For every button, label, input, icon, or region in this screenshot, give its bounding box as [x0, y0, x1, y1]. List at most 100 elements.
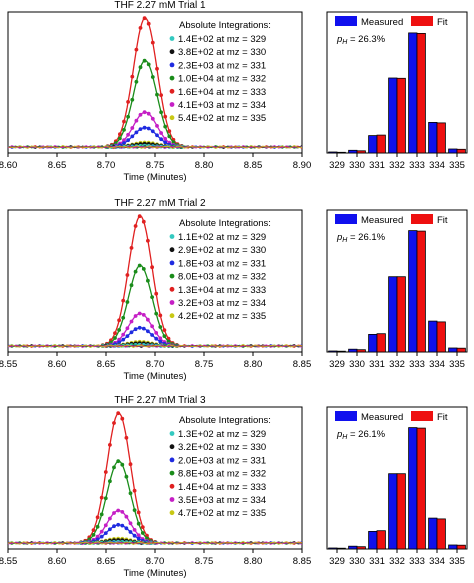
legend-label-fit: Fit — [437, 17, 448, 28]
data-point — [122, 138, 126, 143]
legend-marker — [169, 431, 175, 436]
bar-measured — [448, 347, 458, 353]
legend-label: 4.7E+02 at mz = 335 — [178, 508, 266, 519]
x-axis-label: Time (Minutes) — [124, 371, 187, 382]
baseline-line — [7, 540, 303, 546]
bar-measured — [328, 350, 338, 353]
bar-measured — [428, 122, 438, 154]
bar-measured — [328, 547, 338, 550]
data-point — [130, 97, 135, 102]
bar-fit — [456, 148, 466, 154]
data-point — [132, 508, 137, 512]
data-point — [116, 459, 121, 464]
data-point — [126, 138, 130, 143]
data-point — [134, 79, 139, 84]
bar-measured — [428, 320, 438, 353]
legend-title: Absolute Integrations: — [179, 218, 271, 229]
data-point — [121, 315, 126, 320]
bar-fit — [416, 33, 426, 154]
data-point — [118, 136, 122, 141]
data-point — [134, 130, 139, 135]
legend-marker — [169, 102, 175, 107]
data-point — [138, 127, 143, 131]
bar-measured — [368, 135, 378, 154]
bar-fit — [336, 151, 346, 154]
legend-marker — [169, 49, 175, 55]
data-point — [130, 74, 135, 79]
data-point — [108, 479, 112, 484]
bar-fit — [416, 427, 426, 550]
ph-annotation: pH = 26.1% — [336, 429, 386, 441]
data-point — [108, 527, 112, 532]
data-point — [117, 328, 121, 332]
legend-swatch-fit — [411, 16, 433, 26]
data-point — [171, 140, 176, 145]
data-point — [128, 462, 133, 467]
data-point — [136, 533, 141, 538]
data-point — [138, 26, 143, 30]
legend-label: 1.4E+02 at mz = 329 — [178, 34, 266, 45]
data-point — [134, 118, 139, 123]
x-tick-label: 8.70 — [146, 556, 165, 567]
data-point — [159, 110, 164, 115]
legend-marker — [169, 457, 175, 463]
panel-row-2: THF 2.27 mM Trial 2 8.55 8.60 8.65 8.70 8.75 8… — [0, 198, 468, 382]
bar-measured — [328, 151, 338, 154]
x-tick-label: 8.85 — [244, 160, 263, 171]
data-point — [122, 127, 126, 132]
data-point — [99, 529, 104, 534]
data-point — [108, 516, 112, 521]
legend-swatch-fit — [411, 214, 433, 224]
bar-fit — [396, 276, 406, 353]
x-tick-label: 333 — [409, 556, 425, 567]
bar-measured — [348, 149, 358, 154]
x-tick-label: 8.75 — [195, 359, 214, 370]
data-point — [146, 317, 150, 322]
x-tick-label: 8.65 — [97, 359, 116, 370]
legend-marker — [169, 497, 175, 502]
legend-label: 1.1E+02 at mz = 329 — [178, 232, 266, 243]
data-point — [112, 421, 116, 425]
data-point — [146, 126, 151, 131]
data-point — [136, 521, 141, 526]
x-tick-label: 8.55 — [0, 359, 17, 370]
x-tick-label: 335 — [449, 359, 465, 370]
data-point — [155, 124, 159, 128]
x-tick-label: 331 — [369, 556, 385, 567]
data-point — [140, 525, 145, 529]
legend-label-measured: Measured — [361, 215, 403, 226]
chart-title: THF 2.27 mM Trial 1 — [114, 0, 206, 11]
data-point — [116, 508, 121, 513]
legend-marker — [169, 115, 175, 121]
data-point — [134, 47, 139, 52]
legend-label: 1.3E+04 at mz = 333 — [178, 285, 266, 296]
legend-marker — [169, 313, 175, 319]
x-tick-label: 330 — [349, 160, 365, 171]
data-point — [91, 533, 96, 537]
data-point — [130, 134, 135, 139]
data-point — [103, 523, 108, 528]
x-tick-label: 8.60 — [48, 359, 67, 370]
data-point — [159, 131, 164, 135]
data-point — [142, 16, 147, 21]
legend-label-fit: Fit — [437, 215, 448, 226]
x-tick-label: 335 — [449, 556, 465, 567]
ph-value: = 26.1% — [347, 232, 385, 243]
data-point — [136, 510, 141, 515]
legend-title: Absolute Integrations: — [179, 20, 271, 31]
legend-marker — [169, 36, 175, 41]
data-point — [124, 474, 129, 479]
bar-measured — [388, 473, 398, 550]
x-tick-label: 334 — [429, 359, 445, 370]
data-point — [133, 224, 138, 228]
x-tick-label: 8.85 — [293, 359, 312, 370]
data-point — [121, 298, 126, 303]
x-tick-label: 8.55 — [0, 556, 17, 567]
bar-fit — [396, 77, 406, 154]
data-point — [129, 319, 134, 324]
legend-marker — [169, 62, 175, 68]
x-axis-label: Time (Minutes) — [124, 172, 187, 183]
bar-measured — [348, 545, 358, 550]
data-point — [132, 528, 137, 532]
data-point — [150, 265, 155, 270]
